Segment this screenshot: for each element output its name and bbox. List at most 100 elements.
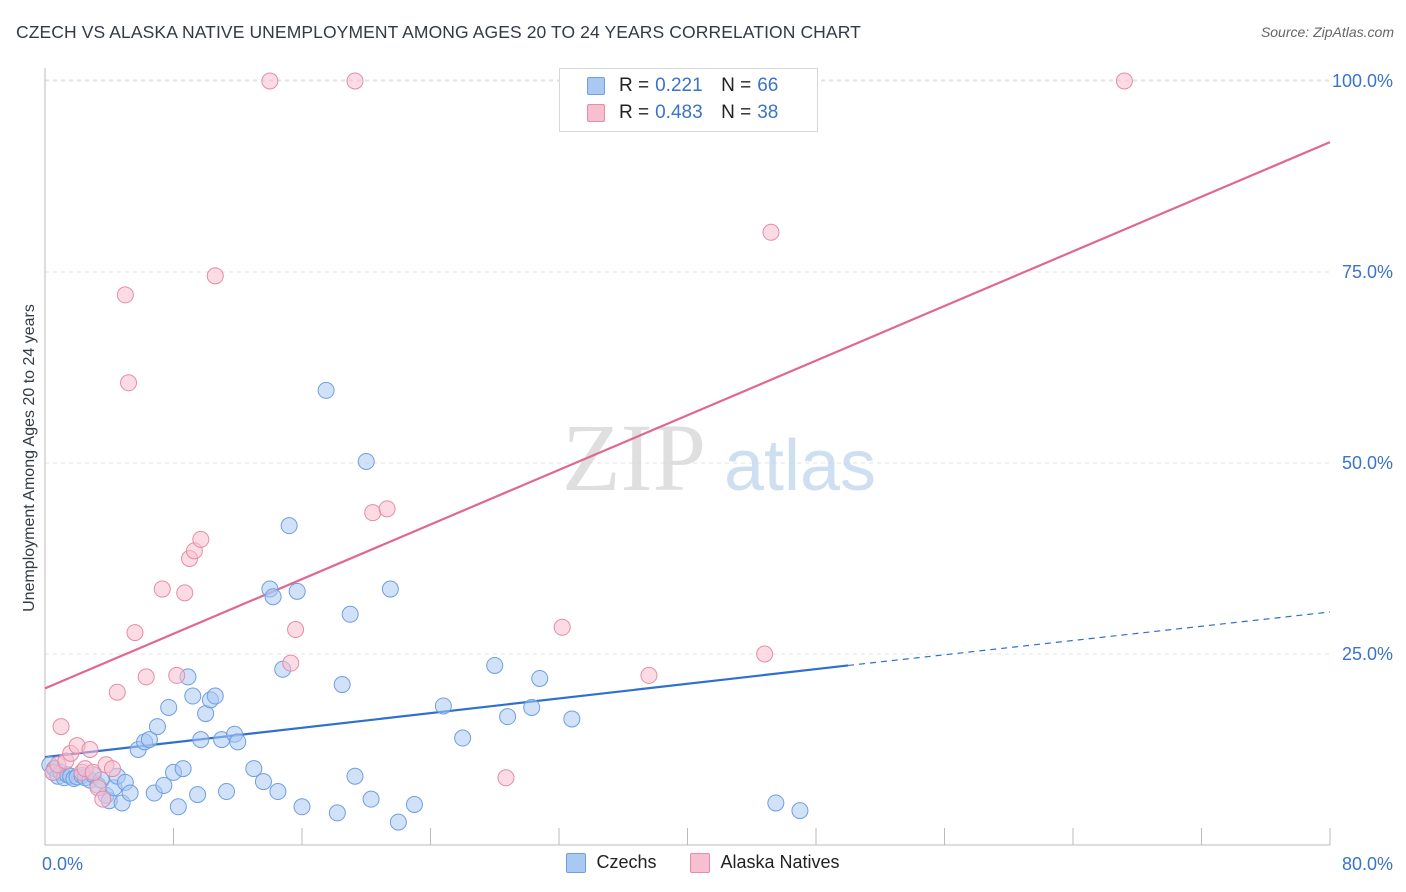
czechs-point bbox=[218, 783, 236, 801]
alaska-natives-legend-swatch bbox=[690, 852, 711, 873]
axes bbox=[44, 68, 1331, 846]
alaska-natives-point bbox=[137, 668, 155, 686]
y-tick-label: 75.0% bbox=[1342, 262, 1393, 282]
czechs-point bbox=[486, 656, 504, 674]
czechs-point bbox=[381, 580, 399, 598]
czechs-point bbox=[341, 605, 359, 623]
y-tick-label: 100.0% bbox=[1332, 71, 1393, 91]
czechs-point bbox=[328, 804, 346, 822]
y-tick-label: 50.0% bbox=[1342, 453, 1393, 473]
czechs-point bbox=[317, 381, 335, 399]
czechs-point bbox=[160, 698, 178, 716]
r-label: R = bbox=[619, 102, 650, 123]
alaska-natives-point bbox=[287, 621, 305, 639]
legend-item-alaska-natives[interactable]: Alaska Natives bbox=[690, 852, 840, 873]
czechs-point bbox=[389, 813, 407, 831]
czechs-point bbox=[140, 731, 158, 749]
alaska-natives-point bbox=[1115, 72, 1133, 90]
alaska-natives-swatch bbox=[587, 104, 605, 122]
czechs-point bbox=[189, 786, 207, 804]
czechs-point bbox=[121, 784, 139, 802]
alaska-natives-point bbox=[497, 769, 515, 787]
watermark-atlas: atlas bbox=[724, 426, 876, 506]
czechs-point bbox=[184, 687, 202, 705]
czechs-point bbox=[269, 783, 287, 801]
czechs-point bbox=[192, 731, 210, 749]
czechs-point bbox=[148, 718, 166, 736]
alaska-natives-point bbox=[192, 530, 210, 548]
czechs-r-value: 0.221 bbox=[655, 75, 703, 96]
alaska-natives-point bbox=[126, 624, 144, 642]
alaska-natives-point bbox=[120, 374, 138, 392]
series-legend: Czechs Alaska Natives bbox=[0, 852, 1406, 873]
alaska-natives-point bbox=[364, 504, 382, 522]
tick-labels: 25.0% 50.0% 75.0% 100.0% 0.0% 80.0% bbox=[42, 71, 1393, 874]
alaska-natives-r-value: 0.483 bbox=[655, 102, 703, 123]
czechs-point bbox=[229, 733, 247, 751]
czechs-n-value: 66 bbox=[757, 75, 779, 96]
czechs-point bbox=[174, 760, 192, 778]
watermark-zip: ZIP bbox=[562, 404, 706, 511]
n-label: N = bbox=[721, 75, 752, 96]
czechs-point bbox=[245, 760, 263, 778]
czechs-point bbox=[362, 790, 380, 808]
czechs-point bbox=[405, 796, 423, 814]
czechs-point bbox=[254, 773, 272, 791]
alaska-natives-point bbox=[153, 580, 171, 598]
czechs-legend-label: Czechs bbox=[596, 852, 657, 872]
r-label: R = bbox=[619, 75, 650, 96]
czechs-point bbox=[523, 698, 541, 716]
alaska-natives-legend-label: Alaska Natives bbox=[720, 852, 840, 872]
czechs-point bbox=[434, 697, 452, 715]
alaska-natives-point bbox=[168, 666, 186, 684]
alaska-natives-point bbox=[94, 790, 112, 808]
y-axis-label: Unemployment Among Ages 20 to 24 years bbox=[21, 304, 38, 612]
czechs-point bbox=[288, 582, 306, 600]
czechs-point bbox=[563, 710, 581, 728]
alaska-natives-point bbox=[176, 584, 194, 602]
czechs-point bbox=[264, 588, 282, 606]
czechs-point bbox=[357, 452, 375, 470]
alaska-natives-point bbox=[116, 286, 134, 304]
alaska-natives-point bbox=[346, 72, 364, 90]
alaska-natives-point bbox=[640, 666, 658, 684]
czechs-point bbox=[206, 687, 224, 705]
alaska-natives-point bbox=[206, 267, 224, 285]
chart-title: CZECH VS ALASKA NATIVE UNEMPLOYMENT AMON… bbox=[16, 22, 861, 42]
alaska-natives-point bbox=[84, 763, 102, 781]
source-label: Source: ZipAtlas.com bbox=[1260, 24, 1394, 40]
alaska-natives-point bbox=[261, 72, 279, 90]
czechs-swatch bbox=[587, 77, 605, 95]
n-label: N = bbox=[721, 102, 752, 123]
data-points bbox=[41, 72, 1133, 831]
alaska-natives-n-value: 38 bbox=[757, 102, 779, 123]
legend-row-czechs: R = 0.221 N = 66 bbox=[587, 74, 778, 98]
czechs-point bbox=[767, 794, 785, 812]
alaska-natives-point bbox=[52, 718, 70, 736]
czechs-point bbox=[531, 669, 549, 687]
alaska-natives-point bbox=[81, 741, 99, 758]
czechs-legend-swatch bbox=[566, 852, 587, 873]
czechs-point bbox=[791, 802, 809, 820]
watermark: ZIP atlas bbox=[562, 404, 876, 511]
czechs-point bbox=[155, 776, 173, 794]
alaska-natives-point bbox=[108, 683, 126, 701]
czechs-point bbox=[169, 798, 187, 816]
alaska-natives-point bbox=[762, 223, 780, 241]
czechs-point bbox=[280, 517, 298, 535]
y-tick-label: 25.0% bbox=[1342, 644, 1393, 664]
alaska-natives-point bbox=[103, 760, 121, 778]
legend-item-czechs[interactable]: Czechs bbox=[566, 852, 656, 873]
czechs-point bbox=[499, 708, 517, 726]
alaska-natives-point bbox=[282, 654, 300, 672]
alaska-natives-point bbox=[756, 645, 774, 663]
legend-row-alaska-natives: R = 0.483 N = 38 bbox=[587, 101, 778, 125]
czechs-trend-extension bbox=[848, 611, 1331, 667]
alaska-natives-point bbox=[378, 500, 396, 518]
czechs-point bbox=[454, 729, 472, 747]
czechs-point bbox=[346, 767, 364, 785]
grid-lines bbox=[45, 79, 1330, 655]
alaska-natives-point bbox=[553, 618, 571, 636]
correlation-legend: R = 0.221 N = 66 R = 0.483 N = 38 bbox=[559, 68, 818, 132]
